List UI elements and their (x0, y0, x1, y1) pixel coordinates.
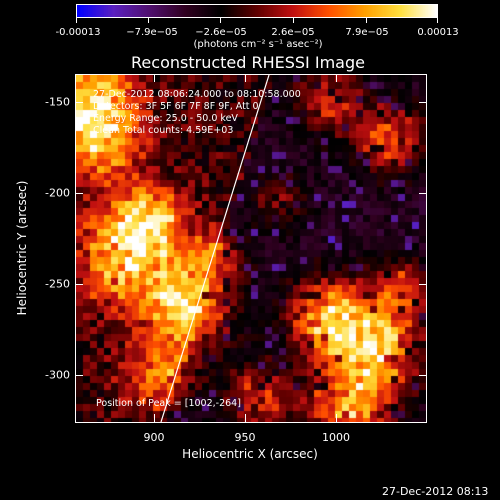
y-tick-label: -250 (45, 277, 70, 291)
y-axis-label: Heliocentric Y (arcsec) (15, 180, 29, 316)
x-tick (154, 414, 155, 422)
x-tick (245, 74, 246, 82)
x-tick (154, 74, 155, 82)
y-tick-label: -150 (45, 95, 70, 109)
colorbar (76, 4, 438, 18)
plot-area: 27-Dec-2012 08:06:24.000 to 08:10:58.000… (75, 74, 427, 423)
colorbar-tick (293, 18, 294, 23)
colorbar-tick-label: 7.9e−05 (345, 27, 389, 38)
peak-position-label: Position of Peak = [1002,-264] (96, 398, 241, 409)
plot-title: Reconstructed RHESSI Image (131, 53, 365, 72)
colorbar-tick (76, 18, 77, 23)
colorbar-unit-label: (photons cm⁻² s⁻¹ asec⁻²) (193, 39, 323, 50)
x-tick (245, 414, 246, 422)
x-tick-label: 950 (234, 431, 256, 444)
x-tick-label: 900 (143, 431, 165, 444)
y-tick (419, 375, 427, 376)
y-tick-label: -200 (45, 186, 70, 200)
y-tick (75, 284, 83, 285)
y-tick (75, 375, 83, 376)
detectors-label: Detectors: 3F 5F 6F 7F 8F 9F, Att 0 (93, 101, 259, 112)
y-tick (75, 193, 83, 194)
colorbar-tick (220, 18, 221, 23)
x-tick (336, 414, 337, 422)
solar-limb-line (160, 75, 270, 422)
y-tick (419, 193, 427, 194)
colorbar-tick-label: 0.00013 (417, 27, 459, 38)
x-axis-label: Heliocentric X (arcsec) (182, 447, 318, 461)
colorbar-tick-label: -0.00013 (55, 27, 101, 38)
y-tick (419, 284, 427, 285)
colorbar-tick (148, 18, 149, 23)
y-tick-label: -300 (45, 368, 70, 382)
y-tick (419, 102, 427, 103)
time-range-label: 27-Dec-2012 08:06:24.000 to 08:10:58.000 (93, 89, 301, 100)
y-tick (75, 102, 83, 103)
colorbar-tick (366, 18, 367, 23)
colorbar-tick-label: 2.6e−05 (271, 27, 315, 38)
colorbar-tick-label: −2.6e−05 (195, 27, 247, 38)
limb-overlay (160, 75, 270, 422)
colorbar-tick-label: −7.9e−05 (126, 27, 178, 38)
x-tick-label: 1000 (322, 431, 350, 444)
footer-timestamp: 27-Dec-2012 08:13 (382, 485, 489, 498)
colorbar-tick (437, 18, 438, 23)
energy-range-label: Energy Range: 25.0 - 50.0 keV (93, 113, 238, 124)
counts-label: Clean Total counts: 4.59E+03 (93, 125, 234, 136)
x-tick (336, 74, 337, 82)
